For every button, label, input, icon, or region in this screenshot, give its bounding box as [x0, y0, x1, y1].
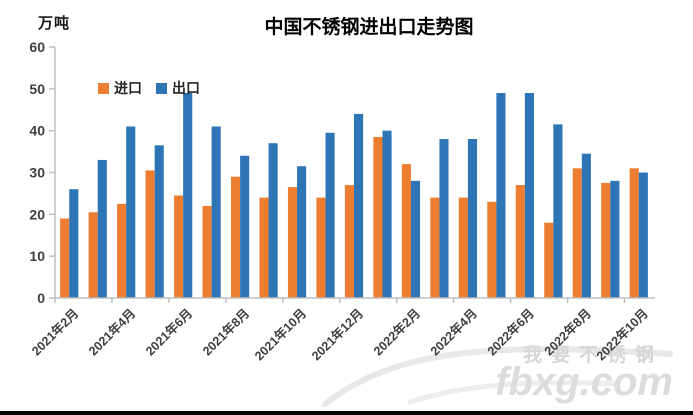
- export-bar: [268, 143, 278, 298]
- y-axis-tick-label: 50: [29, 81, 45, 97]
- export-bar: [297, 166, 307, 298]
- import-bar: [316, 197, 326, 298]
- import-bar: [430, 197, 440, 298]
- x-axis-tick-label: 2021年8月: [199, 306, 252, 359]
- x-axis-tick-label: 2021年10月: [251, 306, 309, 364]
- import-bar: [259, 197, 269, 298]
- import-bar: [117, 203, 127, 298]
- x-axis-tick-label: 2022年6月: [484, 306, 537, 359]
- import-bar: [60, 218, 70, 298]
- export-legend-label: 出口: [172, 80, 200, 96]
- export-bar: [467, 139, 478, 298]
- y-axis-tick-label: 0: [37, 290, 45, 306]
- export-bar: [211, 126, 221, 298]
- import-bar: [202, 205, 212, 298]
- export-bar: [69, 189, 79, 298]
- export-bar: [325, 132, 335, 298]
- import-bar: [629, 168, 639, 298]
- x-axis-tick-label: 2022年10月: [593, 306, 651, 364]
- import-bar: [544, 222, 554, 298]
- import-legend-swatch-icon: [98, 82, 109, 94]
- x-axis-tick-label: 2022年4月: [427, 306, 480, 359]
- import-bar: [401, 164, 411, 298]
- export-bar: [524, 93, 534, 299]
- export-bar: [154, 145, 164, 298]
- bottom-border-line: [0, 411, 693, 415]
- chart-title: 中国不锈钢进出口走势图: [264, 17, 474, 38]
- import-bar: [287, 187, 298, 298]
- legend-entry-import: 进口: [98, 78, 142, 98]
- import-bar: [458, 197, 468, 298]
- export-bar: [354, 113, 364, 298]
- export-bar: [439, 139, 449, 298]
- legend-entry-export: 出口: [156, 78, 200, 98]
- import-bar: [88, 212, 98, 298]
- x-axis-tick-label: 2021年12月: [308, 306, 366, 364]
- x-axis-tick-label: 2022年8月: [541, 306, 594, 359]
- import-bar: [572, 168, 582, 298]
- import-bar: [373, 136, 383, 298]
- y-axis-tick-label: 30: [29, 165, 45, 181]
- import-bar: [145, 170, 155, 298]
- chart-legend: 进口 出口: [98, 78, 200, 98]
- y-axis-tick-label: 40: [29, 123, 45, 139]
- export-bar: [638, 172, 648, 298]
- export-bar: [126, 126, 136, 298]
- export-bar: [410, 180, 421, 298]
- export-bar: [610, 180, 620, 298]
- export-bar: [496, 93, 506, 299]
- export-bar: [97, 159, 107, 298]
- import-bar: [344, 185, 354, 298]
- import-bar: [487, 201, 497, 298]
- export-bar: [581, 153, 591, 298]
- import-bar: [230, 176, 241, 298]
- y-axis-unit-label: 万吨: [38, 15, 71, 32]
- import-bar: [174, 195, 184, 298]
- y-axis-tick-label: 20: [29, 206, 45, 222]
- x-axis-tick-label: 2022年2月: [370, 306, 423, 359]
- x-axis-tick-label: 2021年2月: [28, 306, 81, 359]
- export-bar: [382, 130, 392, 298]
- export-bar: [183, 93, 193, 299]
- import-bar: [601, 182, 611, 298]
- x-axis-tick-label: 2021年6月: [142, 306, 195, 359]
- y-axis-tick-label: 60: [29, 39, 45, 55]
- import-legend-label: 进口: [114, 80, 142, 96]
- y-axis-tick-label: 10: [29, 248, 45, 264]
- import-bar: [515, 185, 525, 298]
- export-legend-swatch-icon: [156, 82, 167, 94]
- x-axis-tick-label: 2021年4月: [85, 306, 138, 359]
- export-bar: [240, 155, 250, 298]
- export-bar: [553, 124, 563, 299]
